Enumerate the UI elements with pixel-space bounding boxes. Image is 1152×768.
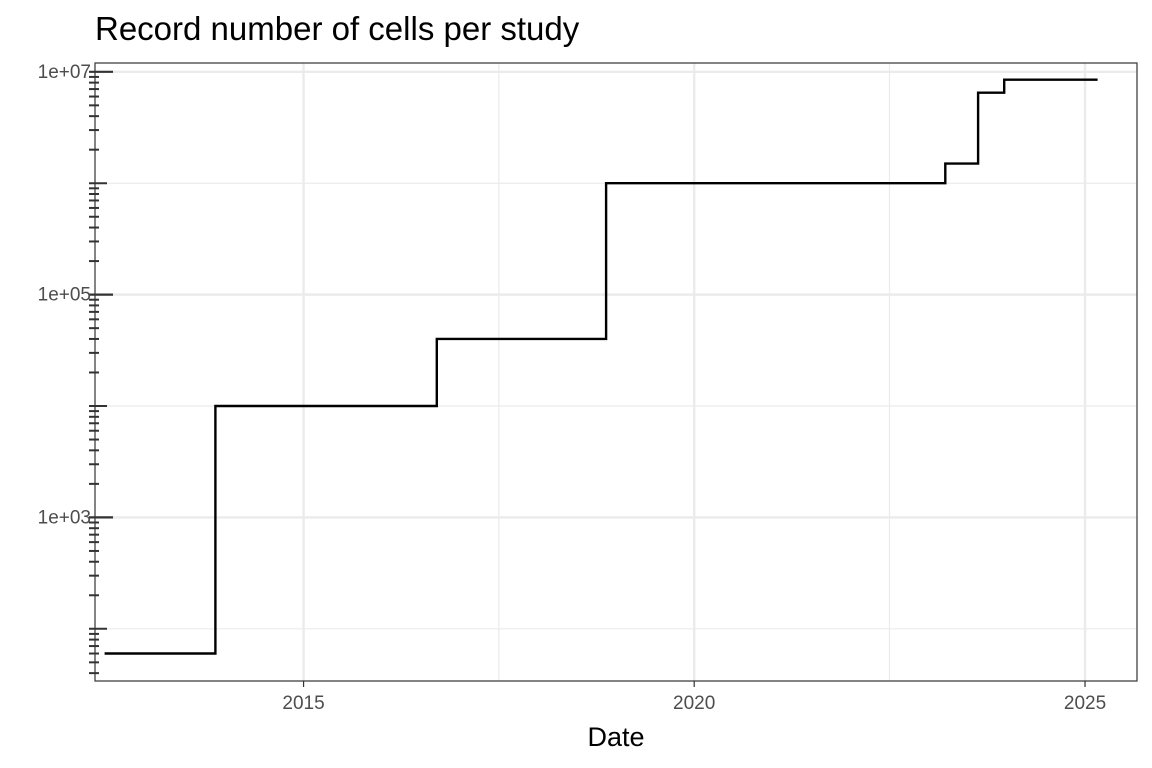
- y-axis: 1e+03 1e+05 1e+07: [38, 62, 113, 675]
- x-tick-label: 2015: [282, 693, 324, 714]
- chart-title: Record number of cells per study: [95, 10, 580, 47]
- x-axis-title: Date: [587, 722, 644, 752]
- grid-layer: [95, 63, 1137, 681]
- step-line-series: [104, 78, 1098, 655]
- x-axis: 2015 2020 2025: [282, 681, 1106, 714]
- panel-border: [94, 62, 1138, 682]
- y-tick-label: 1e+07: [38, 62, 91, 83]
- x-tick-label: 2025: [1064, 693, 1106, 714]
- y-tick-label: 1e+05: [38, 285, 91, 306]
- data-layer: [104, 78, 1098, 655]
- y-tick-label: 1e+03: [38, 507, 91, 528]
- x-tick-label: 2020: [673, 693, 715, 714]
